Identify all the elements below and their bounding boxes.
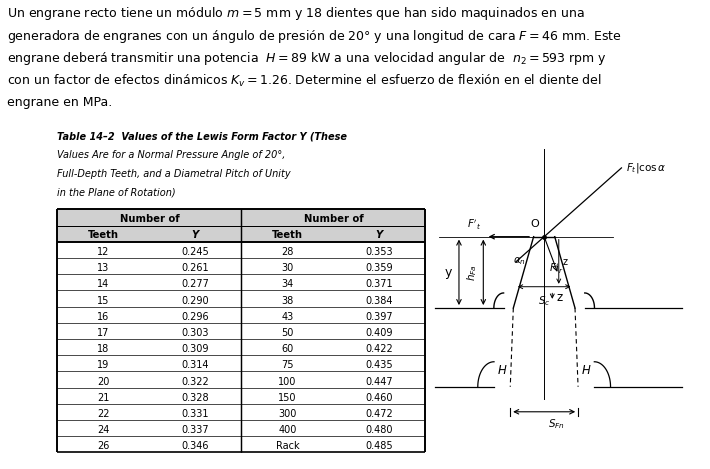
Text: z: z (557, 291, 562, 304)
Text: Table 14–2  Values of the Lewis Form Factor Y (These: Table 14–2 Values of the Lewis Form Fact… (58, 132, 347, 142)
Text: Teeth: Teeth (88, 230, 119, 240)
Text: 0.472: 0.472 (366, 409, 393, 419)
Text: 0.331: 0.331 (182, 409, 209, 419)
Text: 18: 18 (97, 344, 109, 354)
Text: 0.322: 0.322 (182, 377, 209, 386)
Text: 0.245: 0.245 (182, 247, 209, 257)
Text: 0.435: 0.435 (366, 360, 393, 371)
Text: 150: 150 (278, 393, 297, 403)
Text: $F_t|\cos\alpha$: $F_t|\cos\alpha$ (626, 161, 666, 175)
Text: z: z (563, 257, 568, 267)
Text: 0.485: 0.485 (366, 441, 393, 452)
Text: 0.371: 0.371 (366, 280, 393, 289)
Text: 26: 26 (97, 441, 109, 452)
Text: 0.277: 0.277 (182, 280, 209, 289)
Text: $F'_r$: $F'_r$ (549, 262, 564, 276)
Text: 22: 22 (97, 409, 109, 419)
Text: 0.337: 0.337 (182, 425, 209, 435)
Text: 38: 38 (281, 295, 293, 306)
Text: 20: 20 (97, 377, 109, 386)
Text: generadora de engranes con un ángulo de presión de 20° y una longitud de cara $F: generadora de engranes con un ángulo de … (7, 28, 622, 45)
Text: 0.359: 0.359 (366, 263, 393, 273)
Text: 0.397: 0.397 (366, 312, 393, 322)
Text: 30: 30 (281, 263, 293, 273)
Text: 28: 28 (281, 247, 294, 257)
Text: Number of: Number of (304, 214, 364, 224)
Text: 0.480: 0.480 (366, 425, 393, 435)
Text: engrane en MPa.: engrane en MPa. (7, 96, 112, 109)
Text: 43: 43 (281, 312, 293, 322)
Text: Un engrane recto tiene un módulo $m = 5$ mm y 18 dientes que han sido maquinados: Un engrane recto tiene un módulo $m = 5$… (7, 5, 585, 22)
Text: 0.303: 0.303 (182, 328, 209, 338)
Text: H: H (498, 364, 506, 377)
Text: 75: 75 (281, 360, 294, 371)
Text: 50: 50 (281, 328, 294, 338)
Text: 0.290: 0.290 (182, 295, 209, 306)
Bar (58, 209, 425, 242)
Text: 16: 16 (97, 312, 109, 322)
Text: 0.296: 0.296 (182, 312, 209, 322)
Text: H: H (581, 364, 591, 377)
Text: O: O (530, 219, 540, 229)
Text: 300: 300 (278, 409, 297, 419)
Text: $F'_t$: $F'_t$ (467, 218, 481, 232)
Text: 0.309: 0.309 (182, 344, 209, 354)
Text: 0.409: 0.409 (366, 328, 393, 338)
Text: con un factor de efectos dinámicos $K_v = 1.26$. Determine el esfuerzo de flexió: con un factor de efectos dinámicos $K_v … (7, 73, 602, 90)
Text: 400: 400 (278, 425, 297, 435)
Text: 0.314: 0.314 (182, 360, 209, 371)
Text: engrane deberá transmitir una potencia  $H = 89$ kW a una velocidad angular de  : engrane deberá transmitir una potencia $… (7, 51, 607, 68)
Text: 60: 60 (281, 344, 293, 354)
Text: 17: 17 (97, 328, 109, 338)
Text: 0.422: 0.422 (366, 344, 393, 354)
Text: Full-Depth Teeth, and a Diametral Pitch of Unity: Full-Depth Teeth, and a Diametral Pitch … (58, 169, 291, 179)
Text: Teeth: Teeth (272, 230, 303, 240)
Text: 0.447: 0.447 (366, 377, 393, 386)
Text: 21: 21 (97, 393, 109, 403)
Text: 15: 15 (97, 295, 109, 306)
Text: 0.460: 0.460 (366, 393, 393, 403)
Text: Y: Y (192, 230, 199, 240)
Text: $\alpha_n$: $\alpha_n$ (513, 256, 526, 267)
Text: in the Plane of Rotation): in the Plane of Rotation) (58, 188, 176, 197)
Text: $h_{Fa}$: $h_{Fa}$ (466, 264, 479, 280)
Text: Rack: Rack (275, 441, 299, 452)
Text: 24: 24 (97, 425, 109, 435)
Text: 0.328: 0.328 (182, 393, 209, 403)
Text: 0.384: 0.384 (366, 295, 393, 306)
Text: 14: 14 (97, 280, 109, 289)
Text: 19: 19 (97, 360, 109, 371)
Text: $S_{Fn}$: $S_{Fn}$ (548, 417, 565, 431)
Text: y: y (445, 266, 452, 279)
Text: $S_c$: $S_c$ (538, 294, 550, 308)
Text: Values Are for a Normal Pressure Angle of 20°,: Values Are for a Normal Pressure Angle o… (58, 150, 285, 160)
Text: Number of: Number of (119, 214, 179, 224)
Text: 0.261: 0.261 (182, 263, 209, 273)
Text: 0.353: 0.353 (366, 247, 393, 257)
Text: 100: 100 (278, 377, 297, 386)
Text: 0.346: 0.346 (182, 441, 209, 452)
Text: 34: 34 (281, 280, 293, 289)
Text: 13: 13 (97, 263, 109, 273)
Text: Y: Y (376, 230, 383, 240)
Text: 12: 12 (97, 247, 109, 257)
